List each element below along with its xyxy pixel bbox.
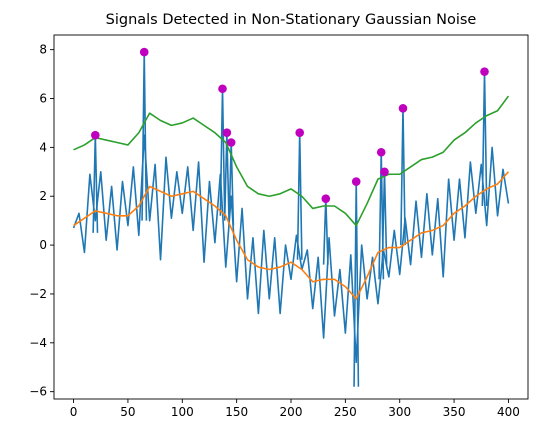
detection-marker	[226, 138, 236, 147]
signal-spike	[481, 70, 488, 207]
signal-spike	[219, 87, 226, 216]
detection-marker	[222, 128, 232, 138]
x-tick-label: 350	[443, 405, 466, 419]
detection-marker	[218, 84, 227, 94]
signal-spike	[400, 107, 406, 246]
y-tick-label: 0	[39, 238, 47, 252]
detection-marker	[91, 130, 100, 140]
y-tick-label: −6	[29, 385, 47, 399]
y-tick-label: 6	[39, 92, 47, 106]
x-tick-label: 250	[334, 405, 357, 419]
y-tick-label: −4	[29, 336, 47, 350]
x-tick-label: 150	[225, 405, 248, 419]
x-tick-label: 200	[280, 405, 303, 419]
x-tick-label: 400	[497, 405, 520, 419]
signal-spike	[322, 197, 329, 265]
detection-marker	[398, 103, 408, 113]
series-line-2	[73, 171, 510, 300]
x-tick-label: 300	[388, 405, 411, 419]
detection-marker	[321, 194, 331, 203]
plot-area	[72, 47, 510, 387]
detection-marker	[376, 147, 386, 157]
x-tick-label: 0	[70, 405, 78, 419]
y-tick-label: −2	[29, 287, 47, 301]
detection-marker	[380, 167, 389, 177]
y-tick-label: 4	[39, 140, 47, 154]
y-tick-label: 2	[39, 189, 47, 203]
detection-marker	[295, 128, 305, 138]
detection-marker	[351, 177, 361, 186]
x-tick-label: 50	[120, 405, 135, 419]
detection-marker	[480, 67, 489, 76]
series-line-3	[73, 95, 510, 227]
x-tick-label: 100	[171, 405, 194, 419]
series-line-0	[72, 134, 510, 364]
detection-marker	[139, 47, 149, 57]
axes: 0 50 100 150 200 250 300 350 400 −6 −4 −2 0 2 4 6 8	[29, 34, 529, 419]
chart-title: Signals Detected in Non-Stationary Gauss…	[106, 12, 477, 28]
y-tick-label: 8	[39, 43, 47, 57]
